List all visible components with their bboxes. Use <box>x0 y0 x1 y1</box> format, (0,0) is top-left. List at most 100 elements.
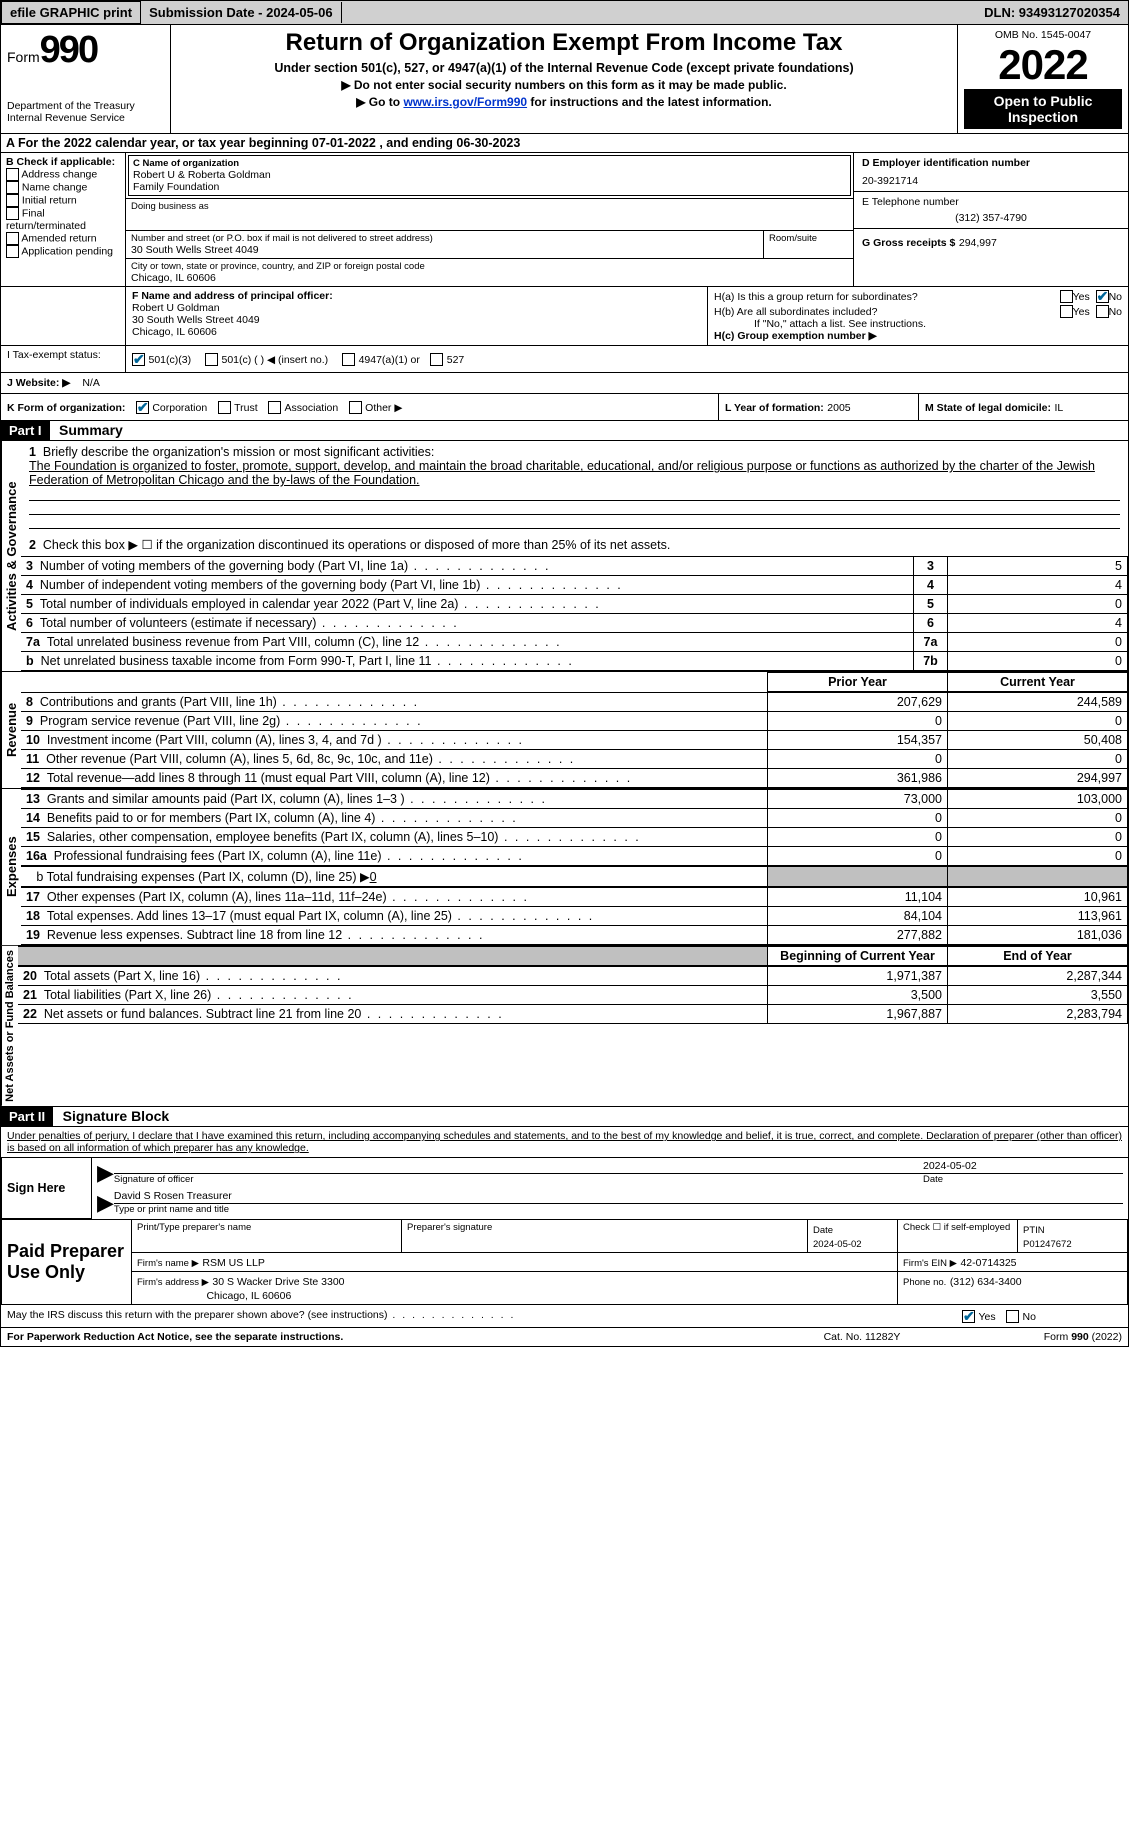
i-501c3: 501(c)(3) <box>148 354 191 366</box>
form-number: Form990 <box>7 29 164 72</box>
k-corp-checkbox[interactable] <box>136 401 149 414</box>
ssn-notice: ▶ Do not enter social security numbers o… <box>177 78 951 92</box>
k-assoc-checkbox[interactable] <box>268 401 281 414</box>
hb-yes-checkbox[interactable] <box>1060 305 1073 318</box>
k-other-checkbox[interactable] <box>349 401 362 414</box>
b-checkbox[interactable] <box>6 207 19 220</box>
b-checkbox[interactable] <box>6 168 19 181</box>
section-b-item: Amended return <box>6 232 120 245</box>
gross-label: G Gross receipts $ <box>862 237 955 249</box>
dln: DLN: 93493127020354 <box>976 2 1128 23</box>
rev-table: 8 Contributions and grants (Part VIII, l… <box>21 692 1128 788</box>
b-checkbox[interactable] <box>6 245 19 258</box>
discuss-yes: Yes <box>978 1311 995 1323</box>
firm-name-label: Firm's name ▶ <box>137 1258 199 1269</box>
k-trust: Trust <box>234 402 258 414</box>
c-name-label: C Name of organization <box>133 158 846 169</box>
r16b-val: 0 <box>370 870 377 884</box>
part2-title: Signature Block <box>57 1106 176 1126</box>
col-begin: Beginning of Current Year <box>768 947 948 966</box>
q2-text: Check this box ▶ ☐ if the organization d… <box>43 538 670 552</box>
ha-no-checkbox[interactable] <box>1096 290 1109 303</box>
footer-form: 990 <box>1071 1331 1089 1343</box>
revenue-section: Revenue Prior Year Current Year 8 Contri… <box>1 672 1128 789</box>
goto-link[interactable]: www.irs.gov/Form990 <box>403 95 527 109</box>
declaration: Under penalties of perjury, I declare th… <box>1 1127 1128 1157</box>
form-num: 990 <box>40 29 97 71</box>
f-name: Robert U Goldman <box>132 302 701 314</box>
i-4947-checkbox[interactable] <box>342 353 355 366</box>
f-city: Chicago, IL 60606 <box>132 326 701 338</box>
paid-label: Paid Preparer Use Only <box>2 1219 132 1304</box>
submission-date: Submission Date - 2024-05-06 <box>141 2 342 23</box>
section-b-item: Application pending <box>6 245 120 258</box>
i-501c-checkbox[interactable] <box>205 353 218 366</box>
b-checkbox[interactable] <box>6 181 19 194</box>
tel-label: E Telephone number <box>862 196 1120 208</box>
efile-button[interactable]: efile GRAPHIC print <box>1 1 141 24</box>
section-b-item: Address change <box>6 168 120 181</box>
dba-label: Doing business as <box>131 201 848 212</box>
section-a: A For the 2022 calendar year, or tax yea… <box>1 134 1128 153</box>
section-i: I Tax-exempt status: 501(c)(3) 501(c) ( … <box>1 346 1128 373</box>
sign-here-block: Sign Here ▶ Signature of officer 2024-05… <box>1 1157 1128 1219</box>
firm-ein-label: Firm's EIN ▶ <box>903 1258 957 1269</box>
city: Chicago, IL 60606 <box>131 272 848 284</box>
goto-post: for instructions and the latest informat… <box>527 95 772 109</box>
rev-header: Prior Year Current Year <box>21 672 1128 692</box>
omb: OMB No. 1545-0047 <box>964 29 1122 41</box>
firm-name: RSM US LLP <box>202 1257 264 1269</box>
j-label: J Website: ▶ <box>1 373 76 393</box>
discuss-label: May the IRS discuss this return with the… <box>7 1309 962 1323</box>
exp-table: 13 Grants and similar amounts paid (Part… <box>21 789 1128 866</box>
footer: For Paperwork Reduction Act Notice, see … <box>1 1328 1128 1346</box>
discuss-yes-checkbox[interactable] <box>962 1310 975 1323</box>
section-b-label: B Check if applicable: <box>6 156 120 168</box>
prep-date: 2024-05-02 <box>813 1239 862 1250</box>
col-end: End of Year <box>948 947 1128 966</box>
discuss-no-checkbox[interactable] <box>1006 1310 1019 1323</box>
b-checkbox[interactable] <box>6 232 19 245</box>
org-name2: Family Foundation <box>133 181 846 193</box>
form-label: Form <box>7 49 40 65</box>
l-label: L Year of formation: <box>725 402 824 414</box>
k-other: Other ▶ <box>365 402 402 414</box>
topbar: efile GRAPHIC print Submission Date - 20… <box>1 1 1128 25</box>
vlabel-exp: Expenses <box>1 789 21 945</box>
goto-pre: ▶ Go to <box>356 95 403 109</box>
addr: 30 South Wells Street 4049 <box>131 244 758 256</box>
open-inspection: Open to Public Inspection <box>964 89 1122 129</box>
date-label: Date <box>923 1174 1123 1185</box>
i-501c3-checkbox[interactable] <box>132 353 145 366</box>
firm-addr-label: Firm's address ▶ <box>137 1277 209 1288</box>
k-trust-checkbox[interactable] <box>218 401 231 414</box>
discuss-row: May the IRS discuss this return with the… <box>1 1305 1128 1328</box>
subtitle: Under section 501(c), 527, or 4947(a)(1)… <box>177 61 951 75</box>
i-501c: 501(c) ( ) ◀ (insert no.) <box>221 354 328 366</box>
sig-date: 2024-05-02 <box>923 1160 1123 1174</box>
part1-header: Part I Summary <box>1 421 1128 441</box>
i-label: I Tax-exempt status: <box>1 346 126 372</box>
firm-phone-label: Phone no. <box>903 1277 946 1288</box>
ptin-label: PTIN <box>1023 1225 1045 1236</box>
vlabel-ag: Activities & Governance <box>1 441 21 671</box>
section-klm: K Form of organization: Corporation Trus… <box>1 394 1128 421</box>
ha-yes-checkbox[interactable] <box>1060 290 1073 303</box>
paid-preparer-block: Paid Preparer Use Only Print/Type prepar… <box>1 1219 1128 1305</box>
b-checkbox[interactable] <box>6 194 19 207</box>
ag-table: 3 Number of voting members of the govern… <box>21 556 1128 671</box>
section-b-item: Name change <box>6 181 120 194</box>
irs: Internal Revenue Service <box>7 112 164 124</box>
row-16b: b Total fundraising expenses (Part IX, c… <box>21 866 1128 887</box>
pra: For Paperwork Reduction Act Notice, see … <box>7 1331 762 1343</box>
no-label: No <box>1109 291 1122 303</box>
firm-addr1: 30 S Wacker Drive Ste 3300 <box>212 1276 344 1288</box>
hb-note: If "No," attach a list. See instructions… <box>714 318 1122 330</box>
sign-here: Sign Here <box>2 1158 92 1219</box>
sig-officer-label: Signature of officer <box>114 1174 923 1185</box>
part1-body: Activities & Governance 1 Briefly descri… <box>1 441 1128 672</box>
hb-no-checkbox[interactable] <box>1096 305 1109 318</box>
q1-label: Briefly describe the organization's miss… <box>43 445 434 459</box>
i-527-checkbox[interactable] <box>430 353 443 366</box>
officer-label: Type or print name and title <box>114 1204 1123 1215</box>
